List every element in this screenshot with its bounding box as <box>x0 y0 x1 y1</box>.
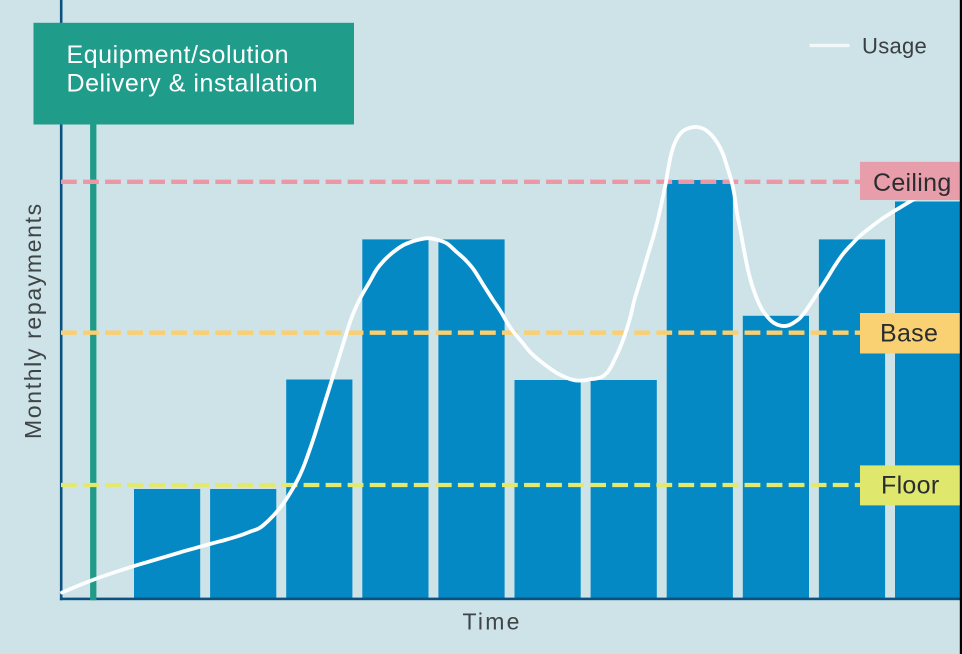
svg-text:Floor: Floor <box>881 472 939 500</box>
svg-text:Usage: Usage <box>862 34 927 59</box>
svg-text:Ceiling: Ceiling <box>873 169 952 197</box>
svg-text:Delivery & installation: Delivery & installation <box>67 70 319 98</box>
svg-text:Monthly repayments: Monthly repayments <box>20 202 46 439</box>
svg-text:Equipment/solution: Equipment/solution <box>67 41 290 69</box>
svg-text:Time: Time <box>463 609 522 635</box>
svg-text:Base: Base <box>880 320 938 348</box>
